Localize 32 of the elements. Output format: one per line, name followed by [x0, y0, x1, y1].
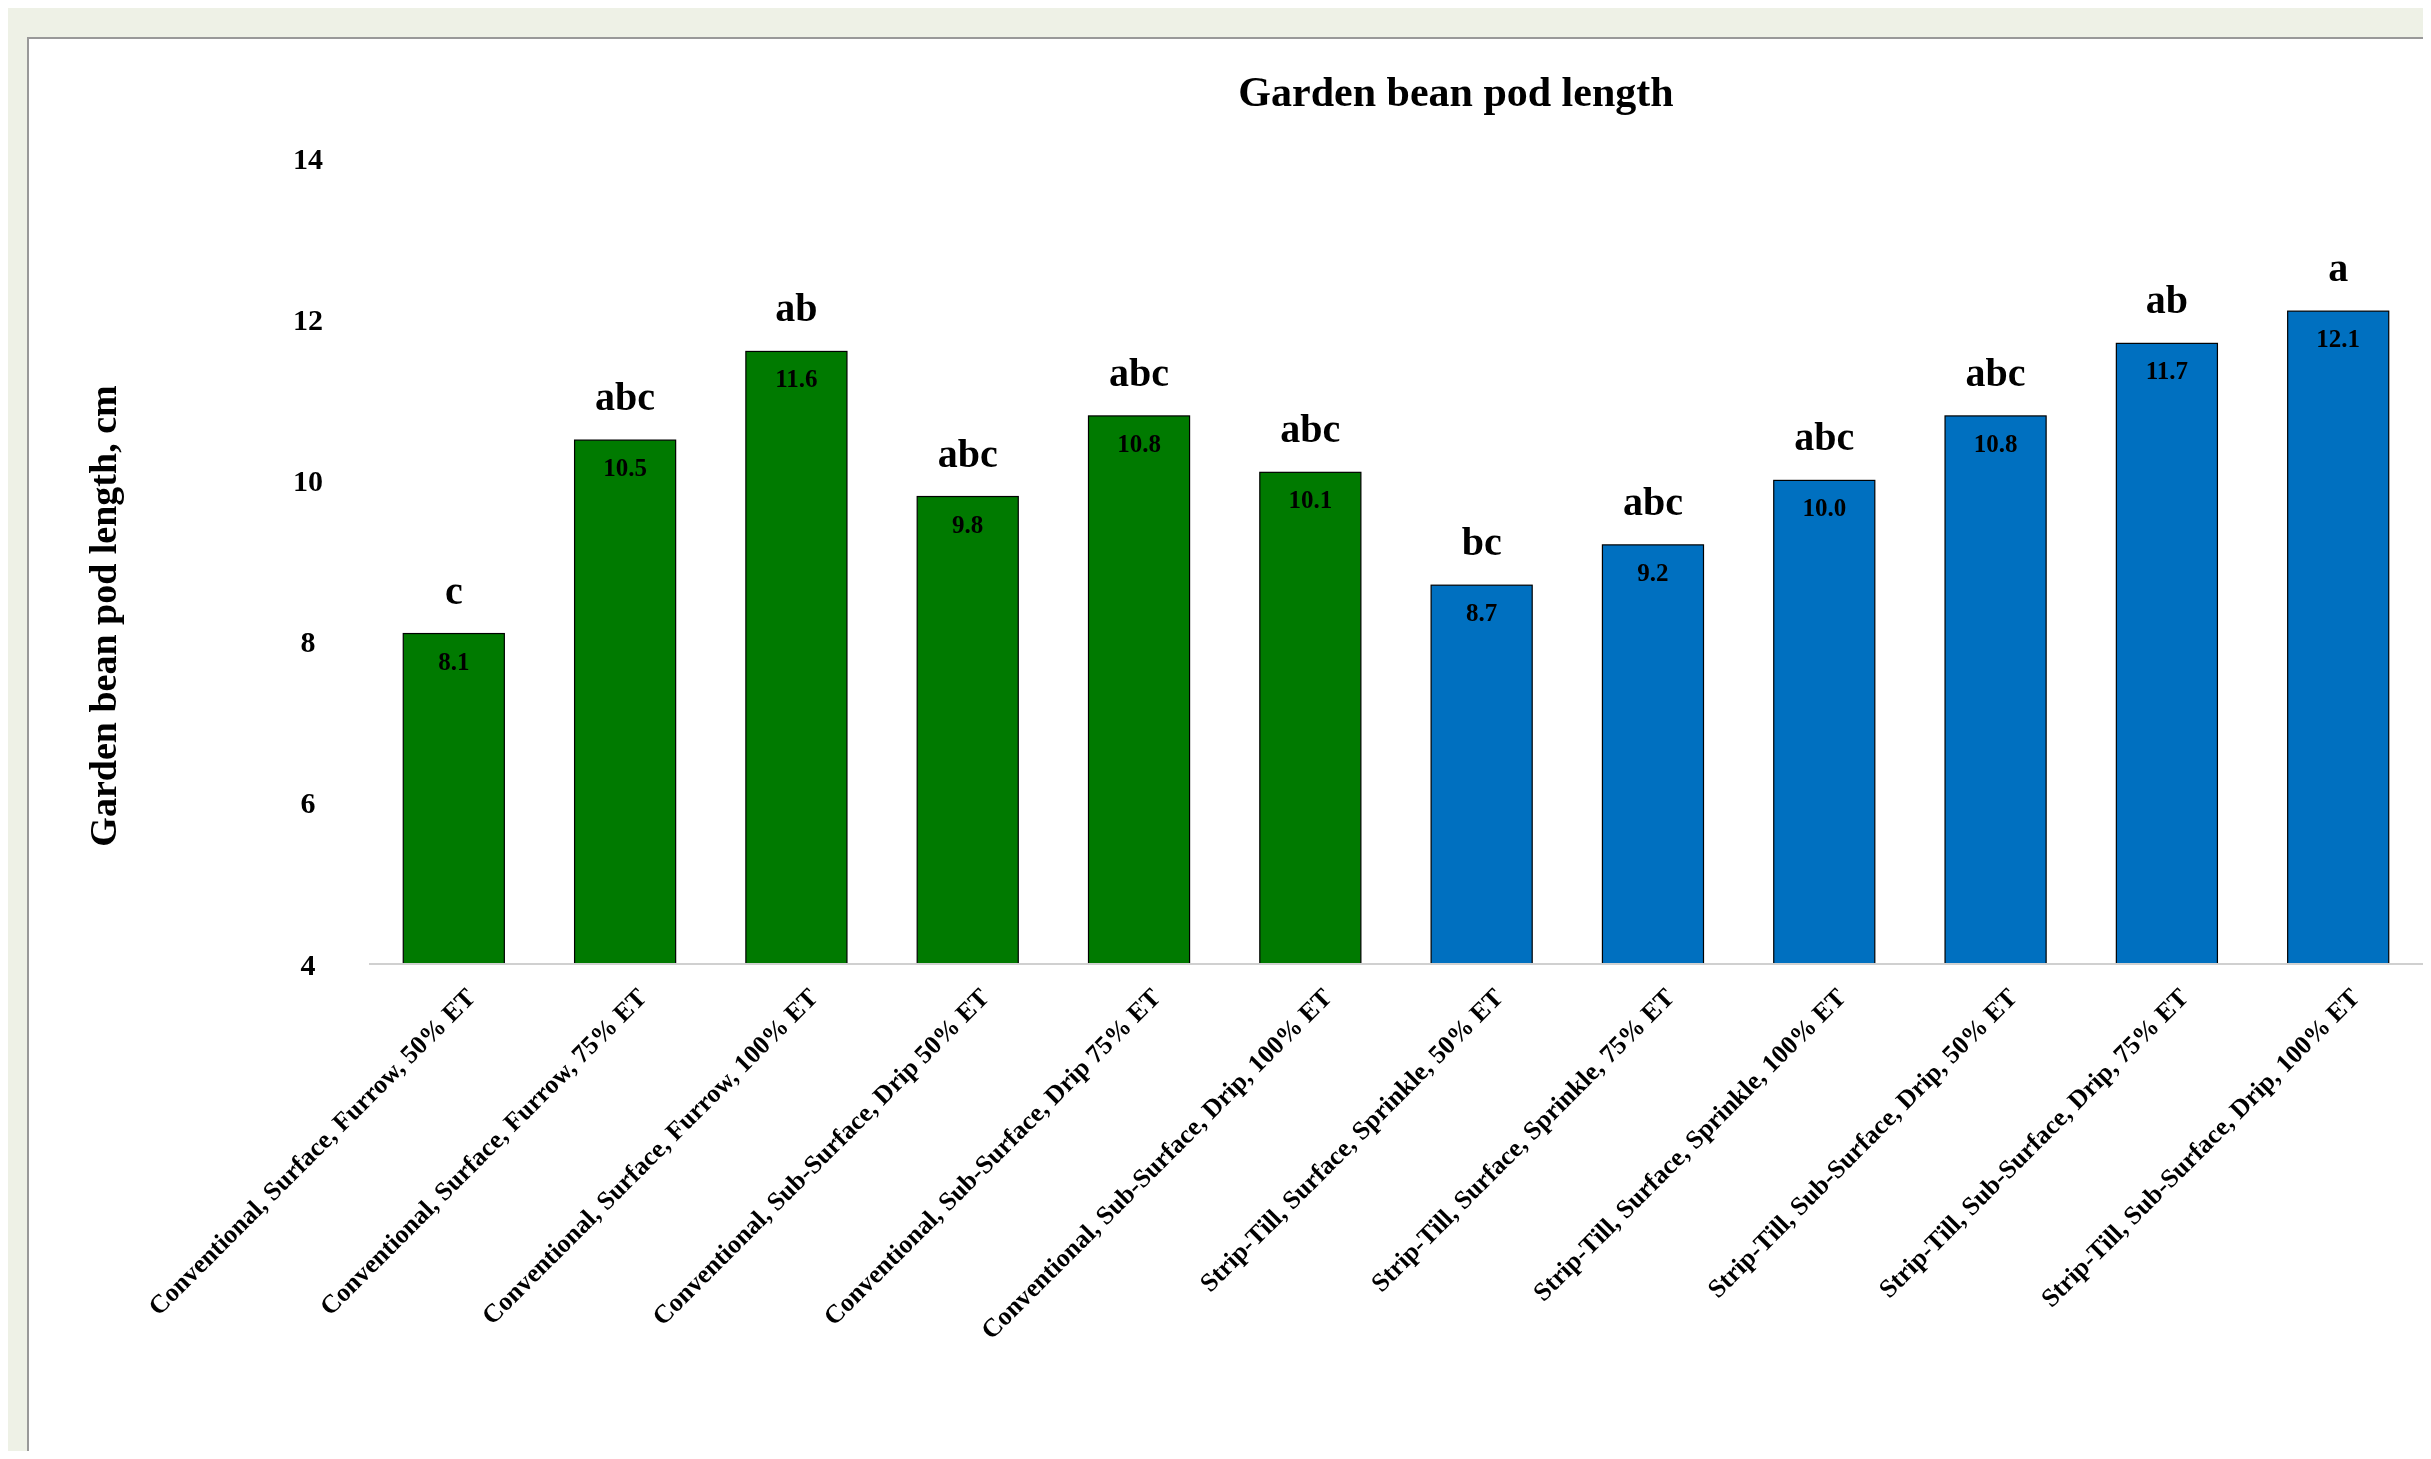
- y-axis-title: Garden bean pod length, cm: [82, 385, 124, 847]
- data-label: 9.2: [1637, 558, 1669, 586]
- annotation: ab: [2145, 277, 2189, 323]
- annotation: abc: [1622, 478, 1683, 524]
- annotation: abc: [1794, 414, 1855, 460]
- annotation: abc: [1109, 349, 1170, 395]
- data-label: 8.7: [1466, 599, 1498, 627]
- y-tick-label: 6: [300, 786, 316, 820]
- annotation: abc: [595, 374, 656, 420]
- y-tick-label: 4: [300, 947, 316, 981]
- y-tick-label: 8: [300, 625, 316, 659]
- data-label: 12.1: [2316, 325, 2361, 353]
- annotation: ab: [775, 285, 818, 331]
- annotation: abc: [1965, 349, 2026, 395]
- annotation: a: [2328, 245, 2349, 291]
- data-label: 10.5: [603, 454, 647, 482]
- y-tick-label: 10: [293, 463, 323, 497]
- annotation: bc: [1461, 519, 1502, 565]
- data-label: 11.7: [2145, 357, 2189, 385]
- data-label: 9.8: [952, 510, 984, 538]
- chart-title: Garden bean pod length: [1238, 69, 1674, 115]
- data-label: 8.1: [438, 647, 470, 675]
- data-label: 10.8: [1117, 429, 1161, 457]
- annotation: abc: [937, 430, 998, 476]
- data-label: 10.1: [1288, 486, 1333, 514]
- data-label: 10.8: [1973, 429, 2018, 457]
- y-tick-label: 12: [293, 302, 323, 336]
- data-label: 10.0: [1802, 494, 1847, 522]
- annotation: c: [444, 567, 463, 613]
- y-tick-label: 14: [293, 141, 323, 175]
- data-label: 11.6: [775, 365, 818, 393]
- annotation: abc: [1280, 406, 1341, 452]
